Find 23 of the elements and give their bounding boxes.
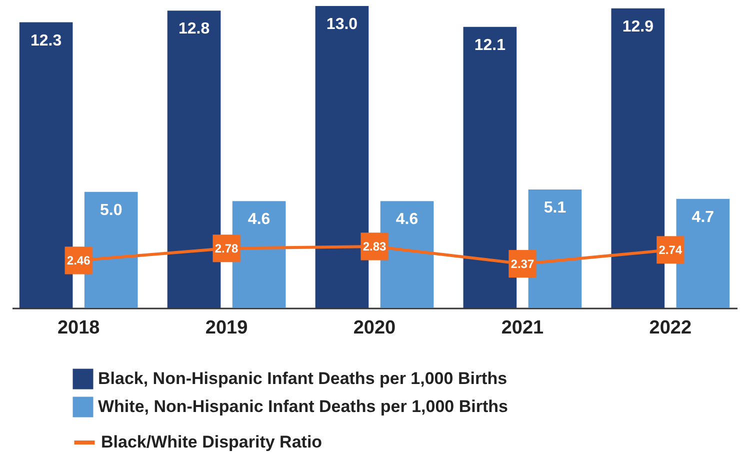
data-label: 12.3 [30,32,62,50]
data-label: 12.1 [474,36,506,54]
x-tick-label: 2019 [205,318,248,338]
data-label: 12.9 [622,18,654,36]
data-label: 5.0 [100,202,122,219]
x-tick-label: 2022 [649,318,692,338]
data-label: 4.6 [248,211,270,228]
data-label: 2.83 [362,239,386,254]
x-tick-label: 2018 [57,318,100,338]
data-label: 2.37 [510,256,534,271]
data-label: 2.74 [658,242,682,257]
data-label: 2.46 [66,253,91,268]
legend-label: Black, Non-Hispanic Infant Deaths per 1,000 Births [98,369,508,388]
x-tick-label: 2021 [501,318,544,338]
data-label: 13.0 [326,16,358,33]
data-label: 2.78 [214,241,239,256]
data-label: 4.6 [396,211,418,228]
data-label: 5.1 [544,200,566,217]
x-tick-label: 2020 [353,318,396,338]
legend-label: White, Non-Hispanic Infant Deaths per 1,000 Births [98,397,508,416]
data-label: 12.8 [178,20,210,38]
legend-label: Black/White Disparity Ratio [101,432,322,452]
data-label: 4.7 [692,208,714,226]
